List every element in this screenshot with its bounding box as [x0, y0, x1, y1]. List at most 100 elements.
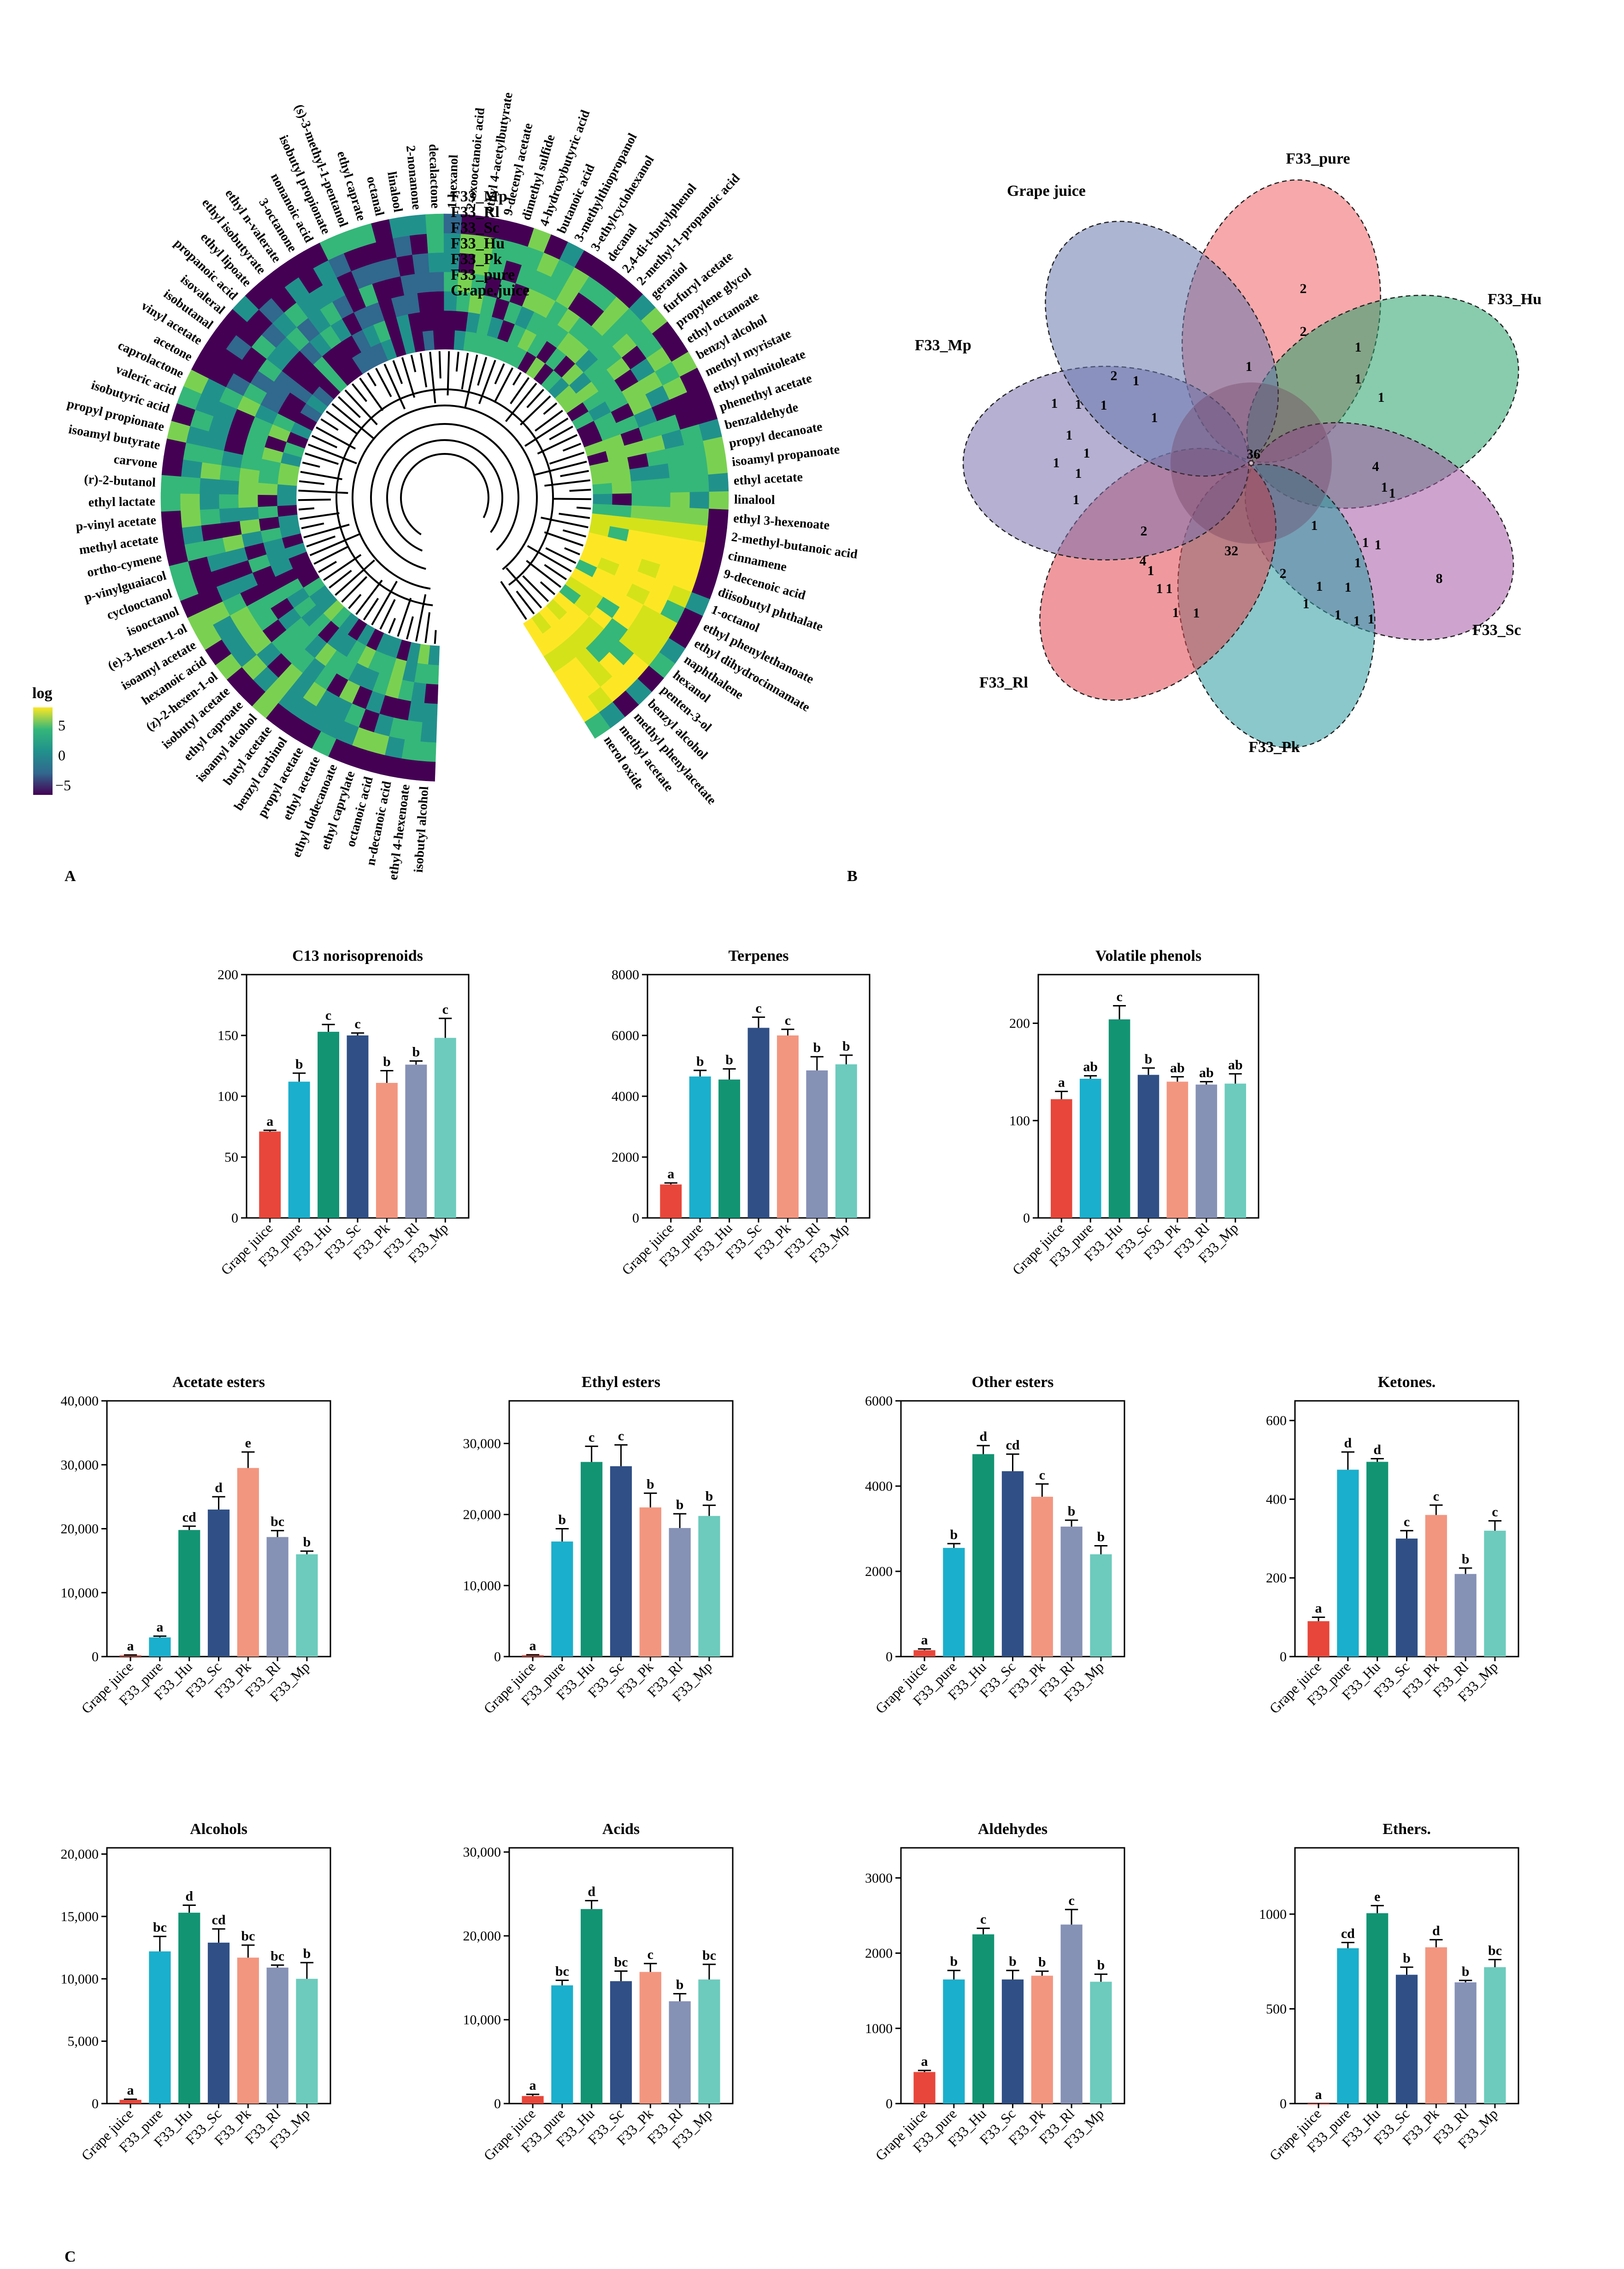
venn-count: 1 [1066, 428, 1073, 443]
bar [777, 1035, 799, 1218]
significance-letter: a [530, 2078, 536, 2093]
y-tick-label: 0 [1280, 1649, 1287, 1664]
venn-count: 1 [1053, 455, 1060, 470]
y-tick-label: 10,000 [463, 1578, 501, 1593]
significance-letter: e [245, 1435, 251, 1451]
y-tick-label: 600 [1266, 1413, 1287, 1428]
venn-count: 1 [1083, 446, 1090, 461]
venn-count: 2 [1141, 523, 1147, 539]
venn-count: 1 [1133, 373, 1140, 388]
legend-tick-0: 0 [58, 747, 65, 764]
venn-count: 2 [1300, 324, 1307, 339]
y-tick-label: 0 [494, 2096, 501, 2111]
heatmap-cell [414, 272, 431, 294]
significance-letter: b [676, 1977, 684, 1993]
y-tick-label: 1000 [865, 2021, 893, 2036]
heatmap-cell [200, 508, 221, 526]
venn-set-label: F33_Pk [1248, 739, 1300, 756]
heatmap-cell [398, 758, 419, 781]
y-tick-label: 2000 [865, 1946, 893, 1961]
bar [669, 2001, 691, 2104]
chart-title: Ethyl esters [582, 1374, 660, 1391]
heatmap-cell [218, 494, 239, 509]
heatmap-cell [238, 506, 259, 522]
bar [639, 1507, 661, 1657]
venn-count: 1 [1368, 611, 1375, 627]
venn-count: 1 [1100, 398, 1107, 413]
bar [1051, 1099, 1072, 1218]
bar [259, 1131, 281, 1218]
heatmap-cell [651, 492, 671, 508]
y-tick-label: 40,000 [61, 1393, 99, 1409]
venn-count: 2 [1300, 281, 1307, 296]
significance-letter: d [215, 1480, 223, 1495]
heatmap-cell [708, 473, 729, 493]
heatmap-cell [257, 494, 277, 507]
chart-title: Aldehydes [978, 1821, 1047, 1838]
bar [698, 1979, 720, 2104]
venn-count: 1 [1246, 359, 1253, 374]
heatmap-cell [420, 722, 437, 743]
sample-label: Grape.juice [451, 282, 530, 299]
sample-label: F33_Hu [451, 235, 505, 252]
chart-title: Ketones. [1378, 1374, 1436, 1391]
heatmap-cell [669, 507, 690, 524]
heatmap-cell [199, 477, 220, 494]
y-tick-label: 400 [1266, 1492, 1287, 1507]
bar [913, 2072, 936, 2104]
heatmap-cell [706, 454, 728, 476]
bar [943, 1548, 965, 1657]
sample-label: F33_Mp [451, 188, 507, 205]
heatmap-cell [444, 329, 456, 350]
heatmap-cell [257, 482, 278, 495]
chart-title: C13 norisoprenoids [292, 947, 423, 964]
significance-letter: c [1492, 1504, 1498, 1519]
venn-set-label: F33_pure [1286, 150, 1350, 167]
bar [669, 1528, 691, 1657]
bar [1195, 1084, 1218, 1218]
heatmap-cell [688, 474, 710, 493]
bar [1425, 1947, 1447, 2104]
heatmap-cell [219, 507, 240, 523]
heatmap-cell [432, 310, 445, 331]
bar [237, 1957, 259, 2104]
significance-letter: b [1097, 1529, 1105, 1545]
significance-letter: c [755, 1000, 761, 1016]
significance-letter: a [921, 2054, 928, 2069]
venn-count: 1 [1362, 535, 1369, 550]
bar [1224, 1083, 1246, 1218]
sample-labels: F33_MpF33_RlF33_ScF33_HuF33_PkF33_pureGr… [451, 188, 530, 299]
bar [1366, 1462, 1389, 1657]
venn-count: 1 [1151, 410, 1158, 425]
bar [1031, 1975, 1053, 2104]
heatmap-cell [409, 233, 429, 255]
legend-colorbar [33, 707, 53, 795]
bar [943, 1979, 965, 2104]
venn-count: 1 [1075, 397, 1082, 412]
significance-letter: a [1315, 1601, 1322, 1616]
dendrogram-branches [298, 351, 592, 644]
heatmap-cell [182, 525, 204, 545]
bar [1484, 1530, 1506, 1657]
venn-count: 1 [1311, 518, 1318, 533]
venn-count: 1 [1051, 396, 1058, 411]
venn-count: 1 [1375, 537, 1382, 553]
significance-letter: c [1433, 1488, 1439, 1504]
significance-letter: c [980, 1912, 986, 1927]
y-tick-label: 0 [632, 1211, 639, 1226]
heatmap-cell [650, 506, 671, 523]
bar [1425, 1515, 1447, 1657]
bar [972, 1454, 994, 1657]
bar [1484, 1967, 1506, 2104]
y-tick-label: 0 [1023, 1211, 1030, 1226]
significance-letter: ab [1170, 1060, 1185, 1076]
y-tick-label: 0 [886, 1649, 893, 1664]
venn-count: 8 [1436, 571, 1443, 586]
heatmap-cell [277, 505, 298, 517]
significance-letter: d [588, 1884, 595, 1899]
significance-letter: b [1462, 1552, 1470, 1567]
heatmap-cell [709, 491, 729, 510]
